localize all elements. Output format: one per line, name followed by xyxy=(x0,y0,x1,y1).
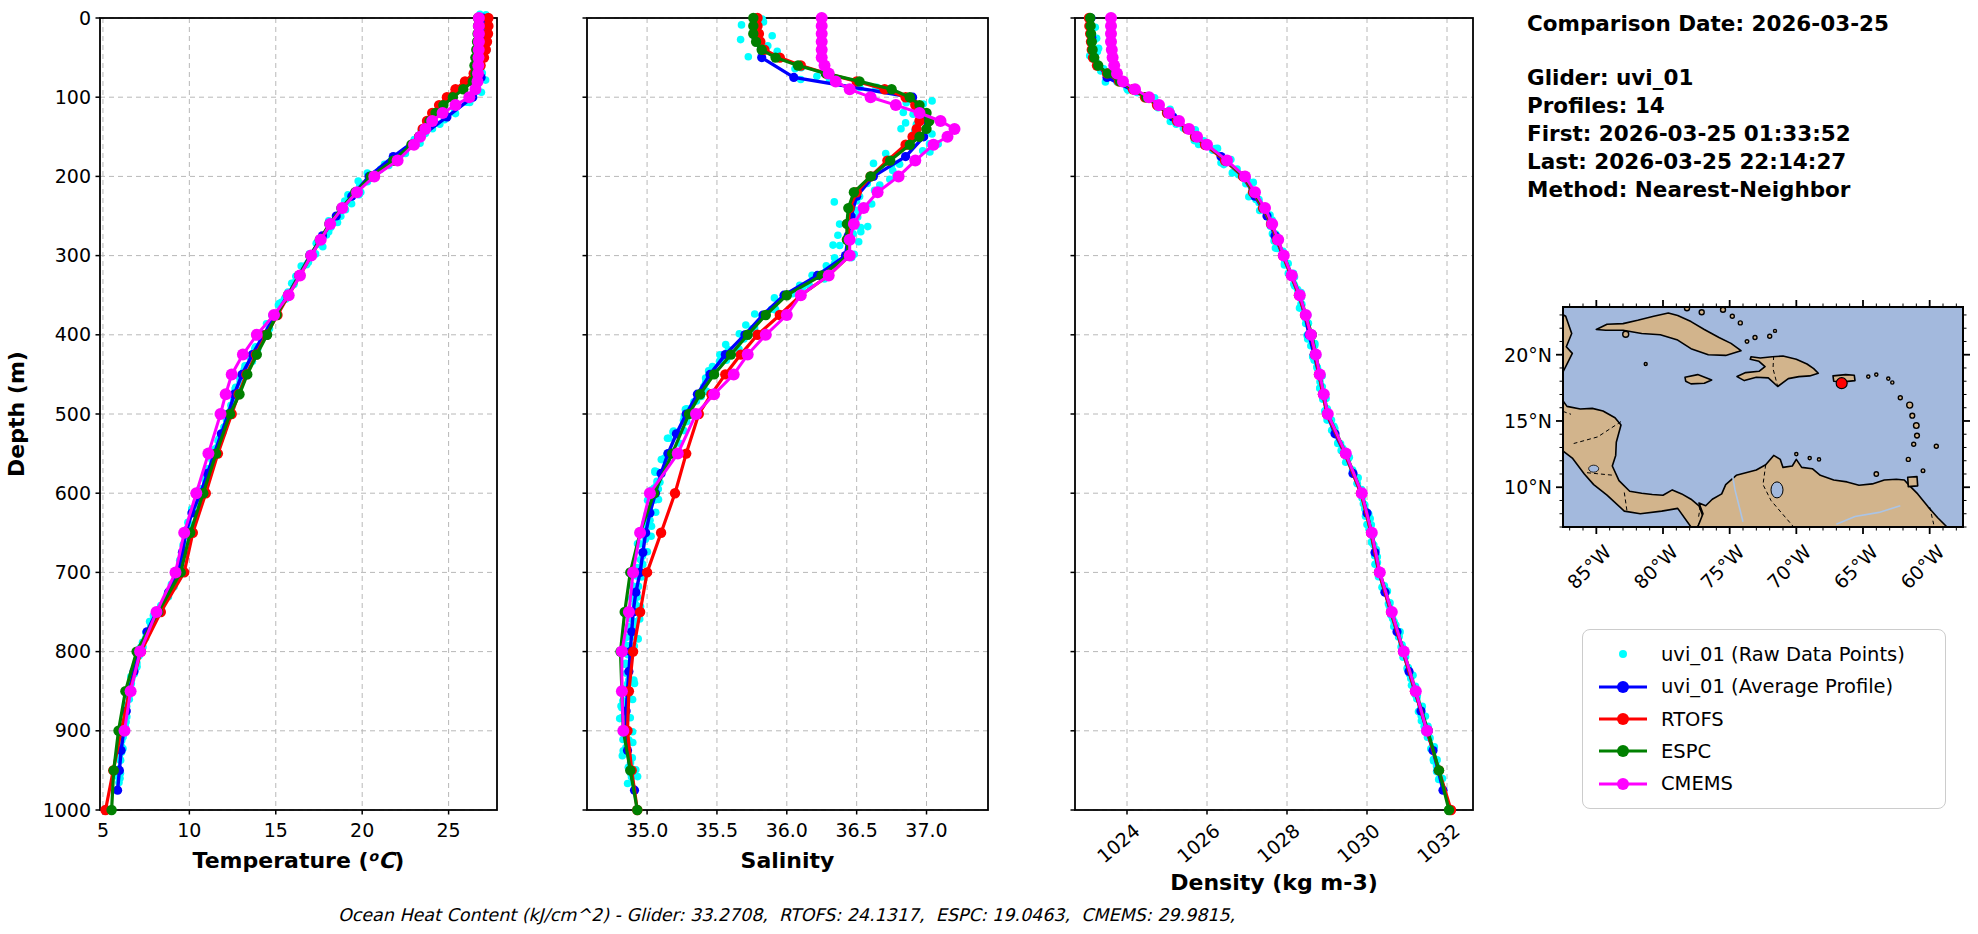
legend-marker xyxy=(1597,708,1649,730)
map-lat-label: 20°N xyxy=(1504,344,1552,366)
legend-marker xyxy=(1597,773,1649,795)
info-last: Last: 2026-03-25 22:14:27 xyxy=(1527,148,1889,176)
x-axis-label: Temperature (oC) xyxy=(193,848,405,873)
info-glider: Glider: uvi_01 xyxy=(1527,64,1889,92)
x-tick-label: 5 xyxy=(97,819,109,841)
legend-label: ESPC xyxy=(1661,740,1711,763)
figure: 0 100 200 300 400 500 600 700 800 900 1000 5 10 15 20 2… xyxy=(0,0,1978,934)
legend-item: RTOFS xyxy=(1597,703,1931,735)
legend-marker xyxy=(1597,740,1649,762)
map-lat-label: 10°N xyxy=(1504,476,1552,498)
x-tick-label: 1032 xyxy=(1413,819,1464,867)
map-lon-label: 85°W xyxy=(1563,540,1616,593)
series-raw-points xyxy=(1086,14,1446,783)
series-raw-points xyxy=(616,15,942,787)
x-tick-label: 10 xyxy=(177,819,201,841)
comparison-date: Comparison Date: 2026-03-25 xyxy=(1527,10,1889,38)
y-tick-label: 0 xyxy=(79,7,91,29)
x-tick-label: 15 xyxy=(264,819,288,841)
info-first: First: 2026-03-25 01:33:52 xyxy=(1527,120,1889,148)
x-tick-label: 37.0 xyxy=(905,819,947,841)
x-axis-label: Density (kg m-3) xyxy=(1170,870,1378,895)
series-uvi-01-average-profile- xyxy=(1086,13,1447,794)
x-tick-label: 35.0 xyxy=(626,819,668,841)
x-tick-label: 20 xyxy=(350,819,374,841)
map-lat-label: 15°N xyxy=(1504,410,1552,432)
map-lon-label: 65°W xyxy=(1829,540,1882,593)
y-tick-label: 800 xyxy=(55,640,91,662)
info-panel: Comparison Date: 2026-03-25 Glider: uvi_… xyxy=(1527,10,1889,204)
y-tick-label: 300 xyxy=(55,244,91,266)
y-tick-label: 500 xyxy=(55,403,91,425)
x-tick-label: 35.5 xyxy=(696,819,738,841)
map-lon-label: 75°W xyxy=(1696,540,1749,593)
x-tick-label: 36.5 xyxy=(836,819,878,841)
y-tick-label: 100 xyxy=(55,86,91,108)
x-tick-label: 1024 xyxy=(1093,819,1144,867)
legend-label: uvi_01 (Raw Data Points) xyxy=(1661,643,1905,666)
series-cmems xyxy=(1105,12,1433,737)
y-tick-label: 400 xyxy=(55,323,91,345)
legend-label: CMEMS xyxy=(1661,772,1733,795)
y-tick-label: 900 xyxy=(55,719,91,741)
legend-label: uvi_01 (Average Profile) xyxy=(1661,675,1893,698)
legend-item: CMEMS xyxy=(1597,768,1931,800)
y-tick-label: 1000 xyxy=(43,799,91,821)
y-tick-label: 600 xyxy=(55,482,91,504)
legend-marker xyxy=(1597,676,1649,698)
x-tick-label: 36.0 xyxy=(766,819,808,841)
series-cmems xyxy=(616,12,961,737)
x-tick-label: 1026 xyxy=(1173,819,1224,867)
series-cmems xyxy=(119,12,485,737)
x-tick-label: 25 xyxy=(437,819,461,841)
map-lon-label: 80°W xyxy=(1629,540,1682,593)
ohc-caption: Ocean Heat Content (kJ/cm^2) - Glider: 3… xyxy=(100,905,1473,925)
legend-label: RTOFS xyxy=(1661,708,1724,731)
legend: uvi_01 (Raw Data Points) uvi_01 (Average … xyxy=(1582,629,1946,809)
map-lon-label: 60°W xyxy=(1896,540,1949,593)
legend-marker xyxy=(1597,643,1649,665)
map-lon-label: 70°W xyxy=(1763,540,1816,593)
map: 20°N 15°N 10°N 85°W80°W 75°W 70°W65°W 60°W xyxy=(1500,230,1978,620)
x-tick-label: 1028 xyxy=(1253,819,1304,867)
y-tick-label: 700 xyxy=(55,561,91,583)
x-tick-label: 1030 xyxy=(1333,819,1384,867)
y-tick-label: 200 xyxy=(55,165,91,187)
legend-item: uvi_01 (Raw Data Points) xyxy=(1597,638,1931,670)
y-axis-label: Depth (m) xyxy=(4,351,29,477)
glider-location-marker xyxy=(1836,378,1847,389)
legend-item: ESPC xyxy=(1597,735,1931,767)
x-axis-label: Salinity xyxy=(741,848,835,873)
legend-item: uvi_01 (Average Profile) xyxy=(1597,670,1931,702)
info-method: Method: Nearest-Neighbor xyxy=(1527,176,1889,204)
info-profiles: Profiles: 14 xyxy=(1527,92,1889,120)
series-uvi-01-average-profile- xyxy=(622,13,932,794)
